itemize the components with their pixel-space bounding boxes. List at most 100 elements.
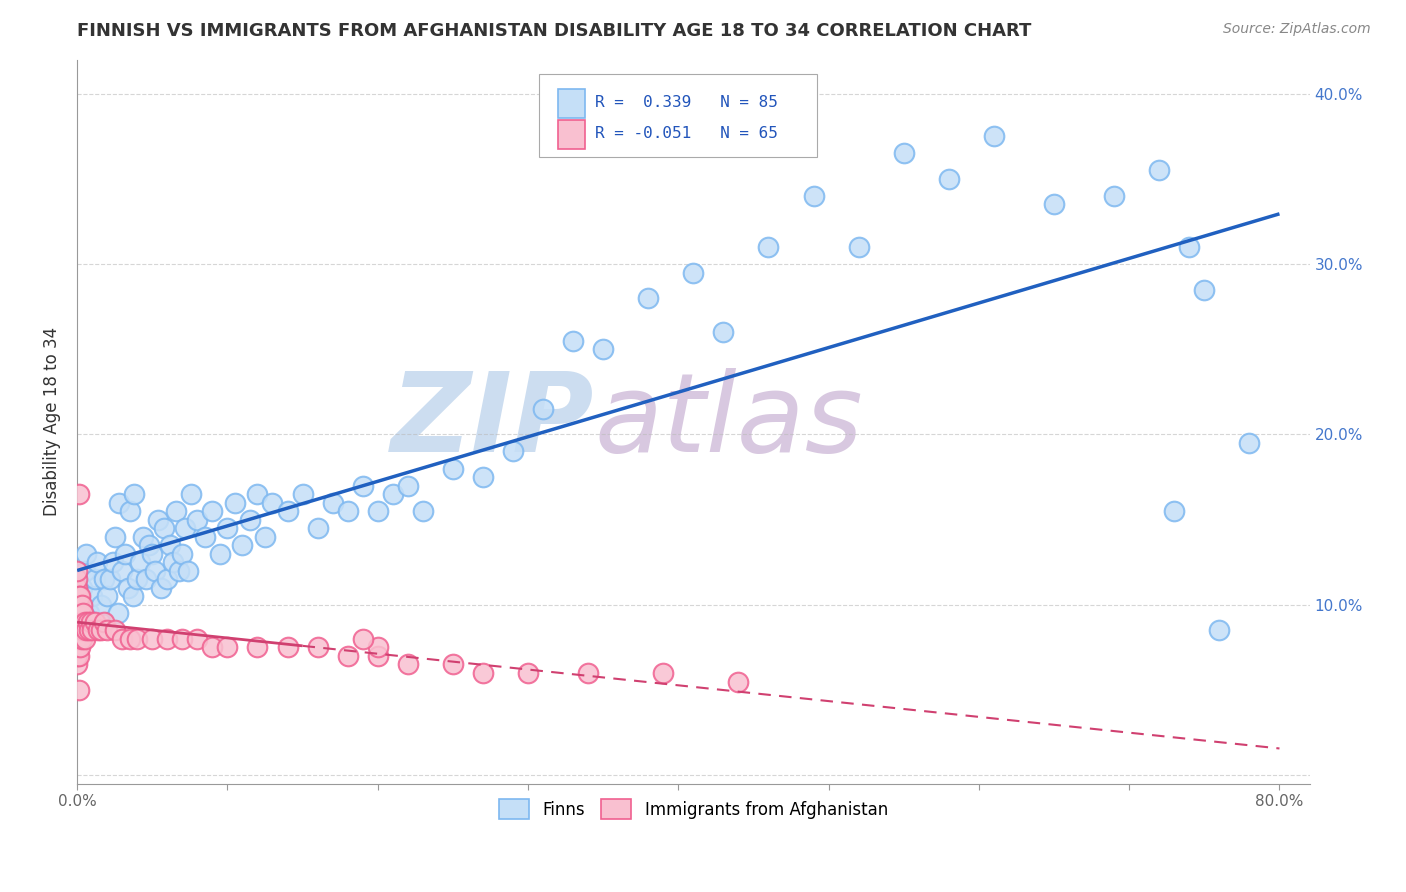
Point	[169, 564, 191, 578]
Point	[67, 632, 90, 646]
Point	[66, 590, 89, 604]
Point	[224, 495, 246, 509]
Point	[66, 572, 89, 586]
Point	[352, 478, 374, 492]
Point	[367, 648, 389, 663]
Y-axis label: Disability Age 18 to 34: Disability Age 18 to 34	[44, 327, 60, 516]
Point	[180, 487, 202, 501]
Point	[127, 572, 149, 586]
Point	[396, 478, 419, 492]
Point	[111, 632, 134, 646]
Point	[1178, 240, 1201, 254]
Point	[90, 598, 112, 612]
Point	[148, 513, 170, 527]
Point	[96, 624, 118, 638]
Point	[67, 487, 90, 501]
Point	[291, 487, 314, 501]
Point	[67, 598, 90, 612]
Point	[93, 615, 115, 629]
Point	[86, 555, 108, 569]
Point	[69, 640, 91, 655]
Text: R =  0.339   N = 85: R = 0.339 N = 85	[595, 95, 778, 110]
Point	[711, 325, 734, 339]
Text: atlas: atlas	[595, 368, 863, 475]
Point	[381, 487, 404, 501]
Point	[153, 521, 176, 535]
Point	[66, 615, 89, 629]
Point	[98, 572, 121, 586]
FancyBboxPatch shape	[558, 88, 585, 118]
Point	[82, 590, 104, 604]
Point	[172, 547, 194, 561]
Point	[307, 521, 329, 535]
Point	[276, 504, 298, 518]
Point	[758, 240, 780, 254]
Point	[111, 564, 134, 578]
Point	[239, 513, 262, 527]
FancyBboxPatch shape	[558, 120, 585, 149]
Point	[135, 572, 157, 586]
Point	[127, 632, 149, 646]
Point	[73, 564, 96, 578]
Point	[101, 555, 124, 569]
Point	[89, 615, 111, 629]
Point	[66, 632, 89, 646]
Point	[69, 607, 91, 621]
Point	[576, 665, 599, 680]
Point	[66, 607, 89, 621]
Point	[73, 615, 96, 629]
Point	[174, 521, 197, 535]
Point	[217, 521, 239, 535]
Point	[77, 624, 100, 638]
Point	[1147, 163, 1170, 178]
Point	[637, 291, 659, 305]
Point	[848, 240, 870, 254]
Point	[82, 624, 104, 638]
Point	[96, 590, 118, 604]
Point	[201, 640, 224, 655]
Point	[208, 547, 231, 561]
Point	[517, 665, 540, 680]
Point	[1194, 283, 1216, 297]
Point	[307, 640, 329, 655]
Point	[262, 495, 284, 509]
Point	[108, 495, 131, 509]
Point	[67, 590, 90, 604]
Point	[246, 640, 269, 655]
Point	[1043, 197, 1066, 211]
Point	[156, 572, 179, 586]
Point	[84, 572, 107, 586]
Point	[107, 607, 129, 621]
Point	[67, 607, 90, 621]
Point	[159, 538, 181, 552]
Point	[396, 657, 419, 672]
Point	[186, 513, 208, 527]
Point	[412, 504, 434, 518]
Point	[352, 632, 374, 646]
Point	[186, 632, 208, 646]
Point	[66, 657, 89, 672]
Point	[70, 581, 93, 595]
Point	[938, 172, 960, 186]
Point	[143, 564, 166, 578]
Point	[75, 624, 97, 638]
Point	[156, 632, 179, 646]
Point	[1163, 504, 1185, 518]
Point	[104, 624, 127, 638]
Point	[72, 624, 94, 638]
Point	[217, 640, 239, 655]
Point	[69, 590, 91, 604]
Point	[471, 470, 494, 484]
Text: FINNISH VS IMMIGRANTS FROM AFGHANISTAN DISABILITY AGE 18 TO 34 CORRELATION CHART: FINNISH VS IMMIGRANTS FROM AFGHANISTAN D…	[77, 22, 1032, 40]
Point	[231, 538, 253, 552]
Point	[79, 615, 101, 629]
Point	[471, 665, 494, 680]
Point	[66, 598, 89, 612]
Point	[118, 632, 141, 646]
Point	[76, 615, 98, 629]
Point	[253, 530, 276, 544]
Point	[165, 504, 187, 518]
Point	[246, 487, 269, 501]
Point	[562, 334, 585, 348]
Point	[69, 624, 91, 638]
